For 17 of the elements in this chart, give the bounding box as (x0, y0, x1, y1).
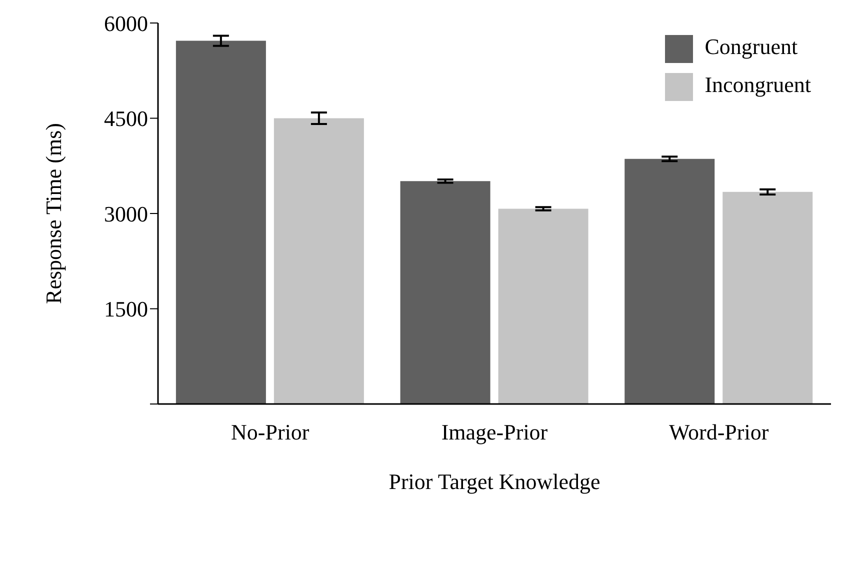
legend-label: Incongruent (704, 72, 811, 97)
bar (274, 118, 364, 404)
bar (722, 192, 813, 404)
x-tick-label: Word-Prior (669, 420, 770, 445)
y-axis-title: Response Time (ms) (40, 123, 66, 304)
y-tick-label: 3000 (104, 201, 148, 226)
legend-label: Congruent (704, 34, 798, 59)
y-tick-label: 4500 (104, 106, 148, 132)
y-tick-label: 6000 (104, 10, 148, 36)
y-tick-label: 1500 (104, 296, 148, 322)
bar (176, 40, 266, 404)
bar (400, 181, 490, 404)
x-tick-label: Image-Prior (441, 420, 548, 445)
x-axis-title: Prior Target Knowledge (388, 469, 600, 494)
x-tick-label: No-Prior (231, 420, 310, 445)
bar (498, 208, 588, 404)
bar (624, 158, 715, 404)
